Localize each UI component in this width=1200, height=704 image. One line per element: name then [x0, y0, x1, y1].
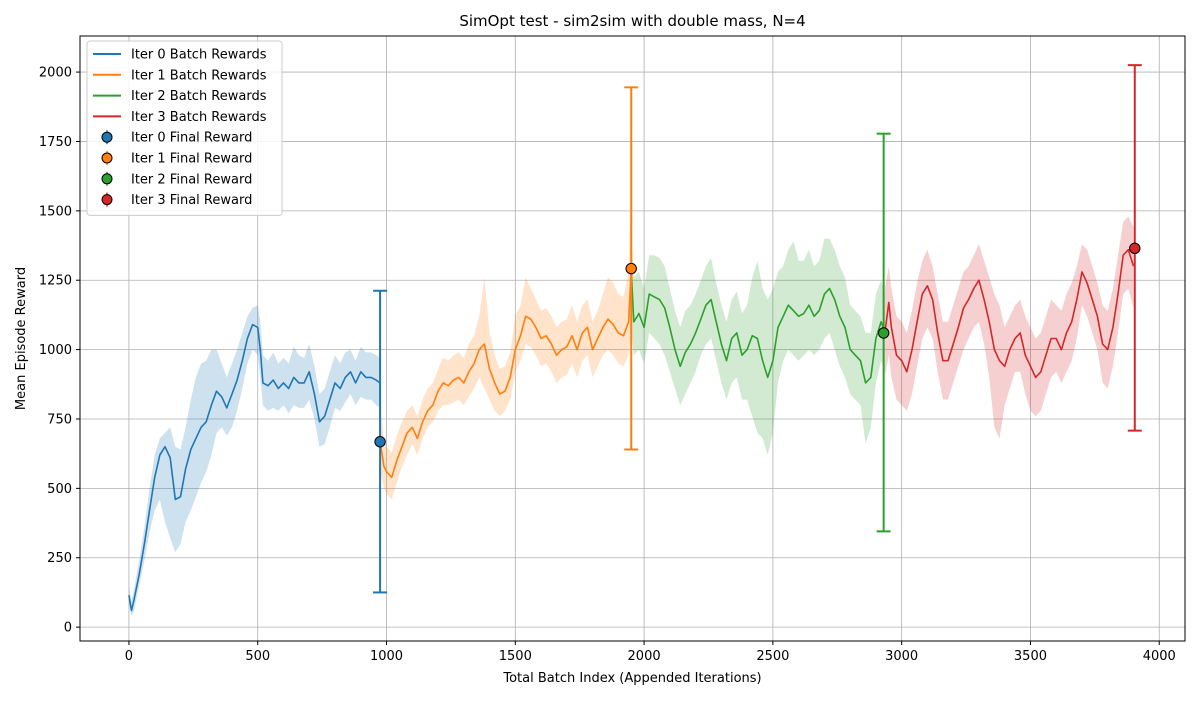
chart-title: SimOpt test - sim2sim with double mass, …	[459, 12, 805, 30]
line-iter-2	[630, 269, 886, 384]
legend-marker-iter-1-final-reward	[101, 152, 113, 164]
axis-ticks: 0 500 1000 1500 2000 2500 3000 3500 4000 0 250 500 7…	[39, 66, 1176, 664]
final-rewards	[373, 64, 1142, 594]
legend-label-iter-1-final-reward: Iter 1 Final Reward	[131, 152, 252, 167]
plot-frame	[79, 35, 1186, 642]
x-tick-label: 1500	[499, 649, 532, 664]
band-iter-3	[884, 216, 1134, 439]
y-tick-label: 750	[47, 412, 72, 427]
final-point-iter-1	[625, 262, 637, 275]
legend-label-iter-3-batch-rewards: Iter 3 Batch Rewards	[131, 110, 267, 125]
y-tick-label: 1500	[39, 204, 72, 219]
y-tick-label: 1250	[39, 274, 72, 289]
y-tick-label: 2000	[39, 66, 72, 81]
x-axis-label: Total Batch Index (Appended Iterations)	[502, 671, 761, 686]
x-tick-label: 3000	[885, 649, 918, 664]
legend-label-iter-1-batch-rewards: Iter 1 Batch Rewards	[131, 68, 267, 83]
y-tick-label: 1000	[39, 343, 72, 358]
x-tick-label: 1000	[370, 649, 403, 664]
series-lines	[128, 248, 1135, 612]
y-tick-label: 250	[47, 551, 72, 566]
legend-box	[86, 40, 283, 216]
x-tick-label: 0	[125, 649, 133, 664]
x-tick-label: 4000	[1143, 649, 1176, 664]
y-tick-label: 500	[47, 482, 72, 497]
y-axis-label: Mean Episode Reward	[14, 267, 29, 410]
legend-label-iter-2-batch-rewards: Iter 2 Batch Rewards	[131, 89, 267, 104]
final-point-iter-3	[1129, 242, 1141, 255]
x-tick-label: 500	[245, 649, 270, 664]
legend-label-iter-0-final-reward: Iter 0 Final Reward	[131, 131, 252, 146]
line-iter-0	[128, 323, 381, 612]
x-tick-label: 2500	[756, 649, 789, 664]
legend-marker-iter-3-final-reward	[101, 194, 113, 206]
legend: Iter 0 Batch Rewards Iter 1 Batch Rewards…	[86, 40, 283, 216]
legend-marker-iter-2-final-reward	[101, 173, 113, 185]
x-tick-label: 3500	[1014, 649, 1047, 664]
legend-label-iter-0-batch-rewards: Iter 0 Batch Rewards	[131, 48, 267, 63]
legend-label-iter-3-final-reward: Iter 3 Final Reward	[131, 193, 252, 208]
final-point-iter-0	[374, 436, 386, 448]
legend-label-iter-2-final-reward: Iter 2 Final Reward	[131, 172, 252, 187]
y-tick-label: 0	[64, 621, 72, 636]
final-point-iter-2	[877, 327, 890, 339]
band-iter-1	[380, 194, 632, 500]
legend-marker-iter-0-final-reward	[101, 131, 113, 143]
band-iter-0	[128, 305, 381, 616]
line-iter-1	[379, 269, 632, 479]
y-tick-label: 1750	[39, 135, 72, 150]
line-iter-3	[884, 248, 1135, 379]
x-tick-label: 2000	[628, 649, 661, 664]
